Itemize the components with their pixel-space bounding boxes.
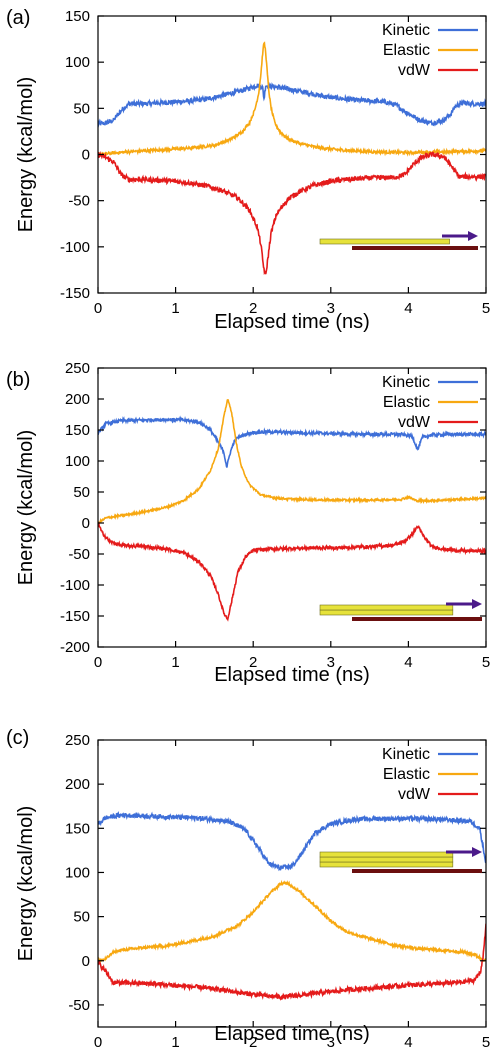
series-line-elastic bbox=[98, 879, 486, 964]
x-tick-label: 0 bbox=[94, 300, 102, 317]
y-tick-label: 50 bbox=[73, 100, 90, 117]
y-tick-label: -150 bbox=[60, 608, 90, 625]
inset-illustration bbox=[319, 599, 482, 621]
legend-label-vdw: vdW bbox=[398, 414, 431, 431]
legend-label-kinetic: Kinetic bbox=[382, 374, 430, 391]
y-tick-label: 250 bbox=[65, 360, 90, 377]
y-tick-label: 0 bbox=[82, 953, 90, 970]
y-tick-label: -150 bbox=[60, 285, 90, 302]
x-axis-title: Elapsed time (ns) bbox=[214, 664, 370, 686]
chart-panel-1: 0 1 2 3 4 5 -150 -100 -50 0 50 100 150 Elapsed time (… bbox=[6, 7, 490, 333]
y-tick-label: 150 bbox=[65, 422, 90, 439]
series-line-kinetic bbox=[98, 415, 486, 468]
series-line-elastic bbox=[98, 399, 486, 525]
y-tick-label: 250 bbox=[65, 732, 90, 749]
legend-label-elastic: Elastic bbox=[383, 766, 430, 783]
x-tick-label: 5 bbox=[482, 1034, 490, 1051]
x-axis-title: Elapsed time (ns) bbox=[214, 311, 370, 333]
y-tick-label: 0 bbox=[82, 147, 90, 164]
inset-illustration bbox=[319, 847, 482, 873]
x-tick-label: 3 bbox=[327, 654, 335, 671]
x-tick-label: 5 bbox=[482, 654, 490, 671]
x-tick-label: 4 bbox=[404, 654, 412, 671]
panel-label: (a) bbox=[6, 7, 30, 29]
x-tick-label: 2 bbox=[249, 654, 257, 671]
series-line-elastic bbox=[98, 41, 486, 159]
legend-label-elastic: Elastic bbox=[383, 394, 430, 411]
series-line-kinetic bbox=[98, 82, 486, 129]
series-line-vdw bbox=[98, 521, 486, 622]
y-tick-label: -50 bbox=[68, 546, 90, 563]
panel-label: (c) bbox=[6, 727, 29, 749]
x-tick-label: 3 bbox=[327, 300, 335, 317]
legend-label-kinetic: Kinetic bbox=[382, 746, 430, 763]
substrate-sheet bbox=[352, 246, 478, 250]
y-axis-title: Energy (kcal/mol) bbox=[15, 430, 37, 586]
nanotube-layer bbox=[319, 604, 454, 611]
y-tick-label: -50 bbox=[68, 997, 90, 1014]
x-tick-label: 4 bbox=[404, 300, 412, 317]
nanotube-layer bbox=[319, 856, 454, 863]
y-tick-label: 100 bbox=[65, 453, 90, 470]
y-tick-label: 100 bbox=[65, 864, 90, 881]
x-tick-label: 0 bbox=[94, 654, 102, 671]
plot-frame bbox=[97, 739, 487, 1028]
x-tick-label: 3 bbox=[327, 1034, 335, 1051]
substrate-sheet bbox=[352, 869, 482, 873]
x-tick-label: 1 bbox=[171, 300, 179, 317]
nanotube-layer bbox=[319, 238, 450, 245]
y-tick-label: -100 bbox=[60, 577, 90, 594]
x-tick-label: 1 bbox=[171, 1034, 179, 1051]
y-tick-label: 50 bbox=[73, 909, 90, 926]
inset-illustration bbox=[319, 231, 478, 250]
series-line-kinetic bbox=[98, 810, 486, 872]
legend-label-elastic: Elastic bbox=[383, 42, 430, 59]
panel-label: (b) bbox=[6, 369, 30, 391]
x-tick-label: 5 bbox=[482, 300, 490, 317]
legend-label-vdw: vdW bbox=[398, 786, 431, 803]
direction-arrow-icon bbox=[468, 231, 478, 241]
y-tick-label: 150 bbox=[65, 8, 90, 25]
x-tick-label: 0 bbox=[94, 1034, 102, 1051]
chart-panel-2: 0 1 2 3 4 5 -200 -150 -100 -50 0 50 100 150 200 250 Elap… bbox=[6, 360, 490, 686]
direction-arrow-icon bbox=[472, 599, 482, 609]
x-tick-label: 2 bbox=[249, 1034, 257, 1051]
legend-label-kinetic: Kinetic bbox=[382, 22, 430, 39]
y-tick-label: 200 bbox=[65, 776, 90, 793]
series-line-vdw bbox=[98, 150, 486, 276]
y-axis-title: Energy (kcal/mol) bbox=[15, 77, 37, 233]
legend-label-vdw: vdW bbox=[398, 62, 431, 79]
y-tick-label: -100 bbox=[60, 239, 90, 256]
x-tick-label: 2 bbox=[249, 300, 257, 317]
y-tick-label: -50 bbox=[68, 193, 90, 210]
x-tick-label: 4 bbox=[404, 1034, 412, 1051]
nanotube-layer bbox=[319, 609, 454, 616]
nanotube-layer bbox=[319, 851, 454, 858]
y-tick-label: -200 bbox=[60, 639, 90, 656]
series-line-vdw bbox=[98, 923, 486, 1001]
y-axis-title: Energy (kcal/mol) bbox=[15, 806, 37, 962]
x-tick-label: 1 bbox=[171, 654, 179, 671]
y-tick-label: 150 bbox=[65, 820, 90, 837]
y-tick-label: 100 bbox=[65, 54, 90, 71]
y-tick-label: 50 bbox=[73, 484, 90, 501]
x-axis-title: Elapsed time (ns) bbox=[214, 1023, 370, 1045]
substrate-sheet bbox=[352, 617, 482, 621]
plot-frame bbox=[97, 367, 487, 648]
y-tick-label: 200 bbox=[65, 391, 90, 408]
y-tick-label: 0 bbox=[82, 515, 90, 532]
nanotube-layer bbox=[319, 861, 454, 868]
chart-panel-3: 0 1 2 3 4 5 -50 0 50 100 150 200 250 Elapsed time (ns… bbox=[6, 727, 490, 1051]
direction-arrow-icon bbox=[472, 847, 482, 857]
